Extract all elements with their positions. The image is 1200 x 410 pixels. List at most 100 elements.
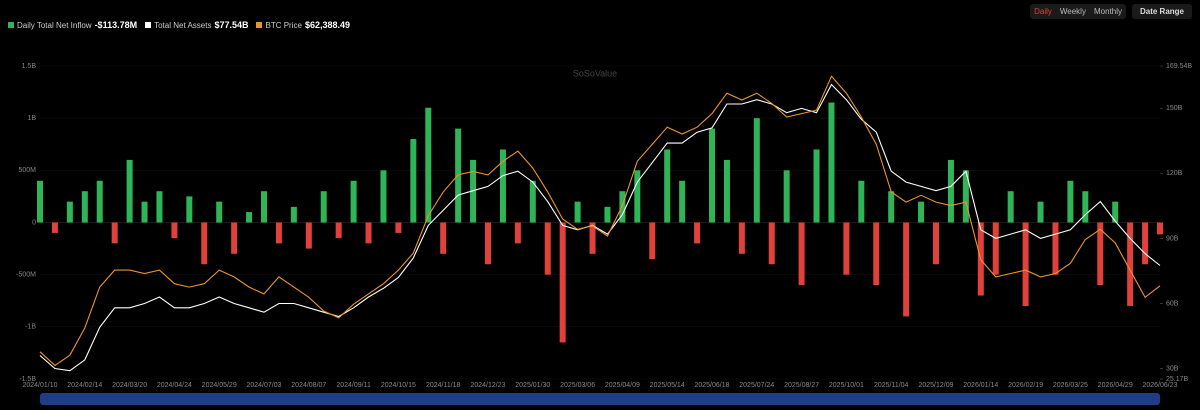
bar [1022,222,1029,306]
bar [619,191,626,223]
bar [514,222,521,244]
bar [171,222,178,239]
bar [1082,191,1089,223]
bar [485,222,491,265]
y-tick-label: -1B [25,324,36,331]
y2-tick-label: 30B [1166,365,1179,372]
bar [1037,201,1044,223]
bar [290,206,297,223]
bar [768,222,775,265]
bar [1097,222,1104,286]
bar [320,191,327,223]
legend-label: Daily Total Net Inflow [17,20,92,30]
bar [275,222,282,244]
x-tick-label: 2025/08/27 [784,382,819,389]
legend-swatch [145,22,152,28]
y-tick-label: 500M [18,167,36,174]
bar [694,222,701,244]
bar [395,222,402,233]
bar [380,170,387,223]
bar [604,206,611,223]
date-range-button[interactable]: Date Range [1131,4,1192,19]
bar [783,170,790,223]
bar [1157,222,1163,235]
y-tick-label: 1B [27,115,36,122]
bar [529,180,536,223]
x-tick-label: 2026/02/19 [1008,382,1043,389]
range-option[interactable]: Weekly [1059,7,1086,16]
legend-value: $77.54B [214,20,249,30]
x-tick-label: 2024/07/03 [246,382,281,389]
x-tick-label: 2025/05/14 [650,382,685,389]
y2-tick-label: 25.17B [1166,376,1189,383]
y-tick-label: 0 [32,219,36,226]
bar [96,180,103,223]
bar [664,149,671,223]
bar [186,196,193,223]
x-tick-label: 2024/09/11 [336,382,371,389]
watermark: SoSoValue [573,68,617,78]
legend-item: Total Net Assets $77.54B [145,20,248,30]
bar [261,191,267,223]
x-tick-label: 2024/03/20 [112,382,147,389]
x-tick-label: 2026/06/23 [1142,382,1177,389]
range-option[interactable]: Monthly [1093,7,1122,16]
bar [843,222,850,275]
bar [992,222,999,275]
range-option[interactable]: Daily [1034,7,1052,16]
bar [738,222,745,254]
x-tick-label: 2026/04/29 [1098,382,1133,389]
bar [1007,191,1014,223]
x-tick-label: 2025/07/24 [739,382,774,389]
bar [1052,222,1059,275]
y-tick-label: -1.5B [19,376,36,383]
bar [947,159,954,223]
bar [933,222,939,265]
controls: Daily Weekly Monthly Date Range [1030,4,1192,19]
bar [246,212,253,223]
x-tick-label: 2025/12/09 [918,382,953,389]
bar [723,159,730,223]
bar [37,180,43,223]
bar [81,191,88,223]
x-tick-label: 2025/06/18 [694,382,729,389]
legend-value: $62,388.49 [304,20,350,30]
y2-tick-label: 60B [1166,300,1179,307]
bar [753,118,760,223]
legend-swatch [256,22,263,28]
y2-tick-label: 150B [1166,105,1183,112]
x-tick-label: 2024/05/29 [202,382,237,389]
bar [634,170,641,223]
bar [201,222,208,265]
x-tick-label: 2026/01/14 [963,382,998,389]
bar [559,222,566,343]
bar [649,222,656,260]
bar [903,222,910,317]
x-tick-label: 2025/01/30 [515,382,550,389]
bar [216,201,223,223]
bar [589,222,596,254]
bar [350,180,357,223]
bar [962,170,969,223]
y2-tick-label: 90B [1166,235,1179,242]
bar [440,222,447,254]
legend-swatch [8,22,14,28]
x-tick-label: 2024/02/14 [67,382,102,389]
x-tick-label: 2025/04/09 [605,382,640,389]
bar [813,149,820,223]
x-tick-label: 2025/03/06 [560,382,595,389]
bar [231,222,238,254]
bar [365,222,372,244]
x-tick-label: 2024/01/10 [22,382,57,389]
x-tick-label: 2025/11/04 [874,382,909,389]
y2-tick-label: 169.54B [1166,63,1192,70]
x-tick-label: 2024/04/24 [157,382,192,389]
bar [1142,222,1149,265]
bar [305,222,312,249]
bar [798,222,805,286]
bar [499,149,506,223]
x-tick-label: 2024/10/15 [381,382,416,389]
bar [574,201,581,223]
